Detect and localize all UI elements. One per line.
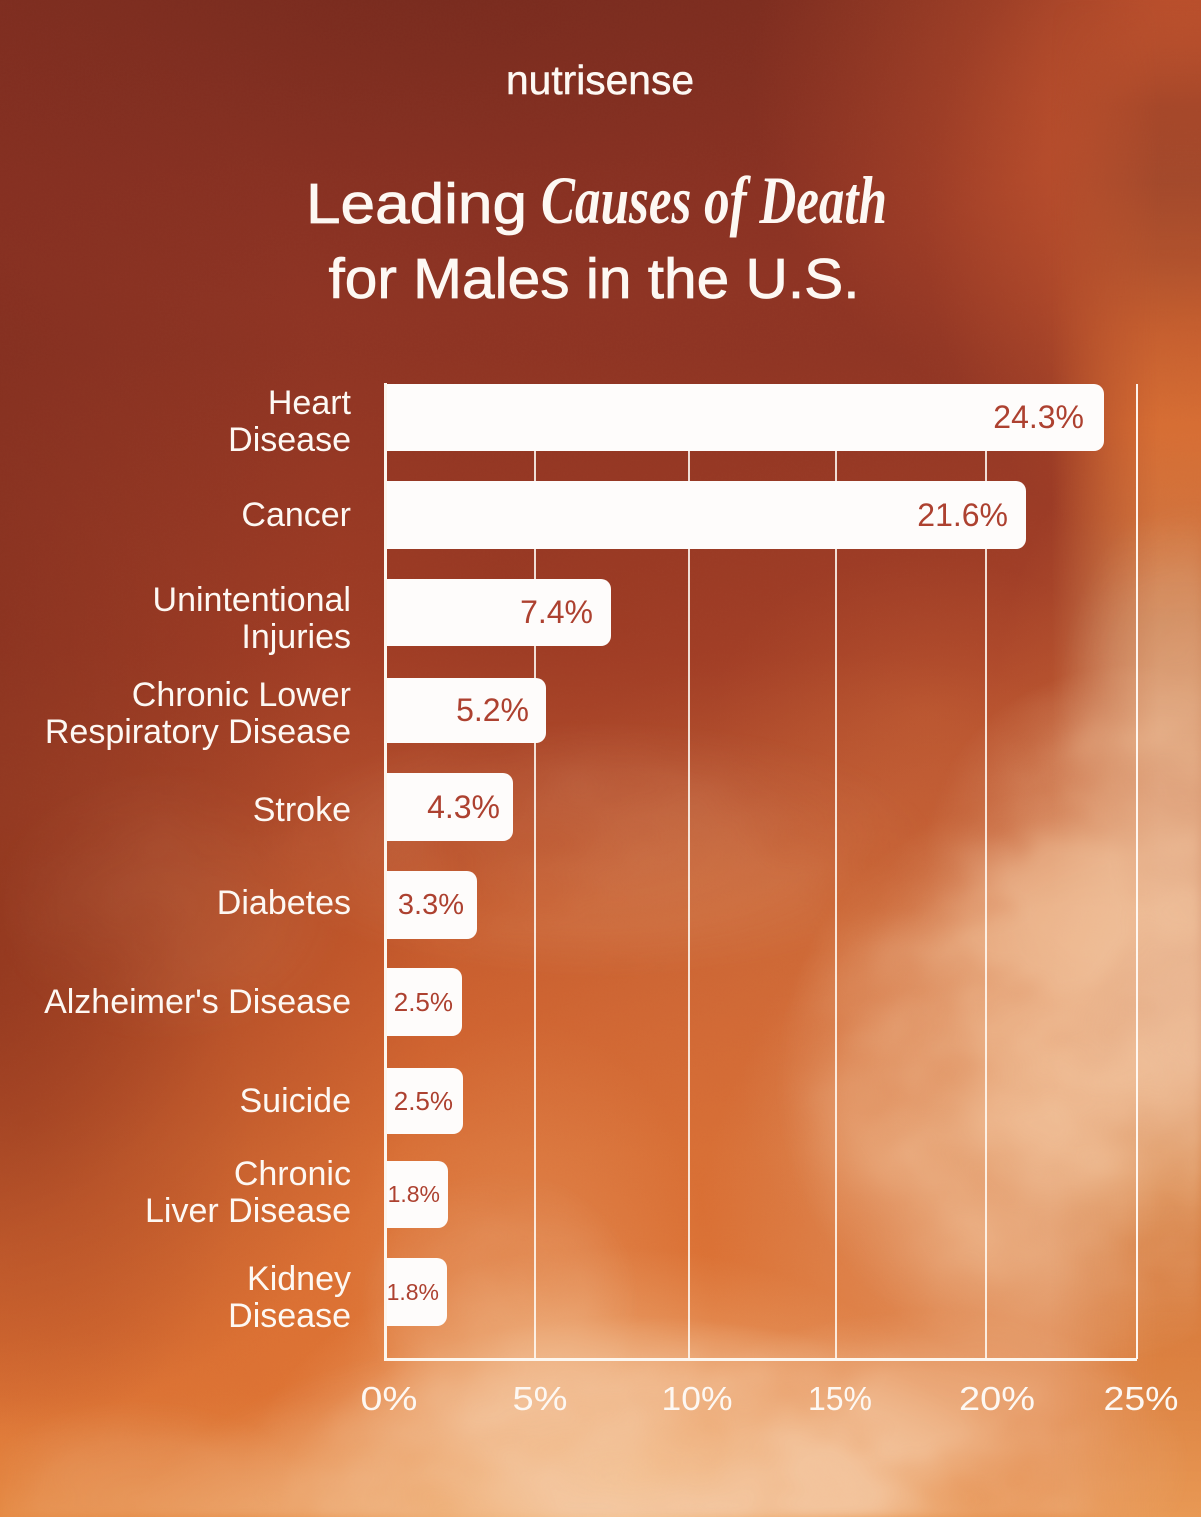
- svg-text:for Males in the U.S.: for Males in the U.S.: [329, 247, 860, 311]
- svg-text:10%: 10%: [662, 1380, 733, 1417]
- svg-text:20%: 20%: [959, 1380, 1035, 1417]
- svg-text:nutrisense: nutrisense: [506, 57, 694, 103]
- svg-text:25%: 25%: [1104, 1380, 1179, 1417]
- svg-text:Leading: Leading: [306, 172, 527, 236]
- svg-text:Causes of Death: Causes of Death: [541, 162, 887, 238]
- svg-text:0%: 0%: [361, 1380, 418, 1417]
- svg-text:15%: 15%: [808, 1380, 872, 1417]
- svg-text:5%: 5%: [513, 1380, 568, 1417]
